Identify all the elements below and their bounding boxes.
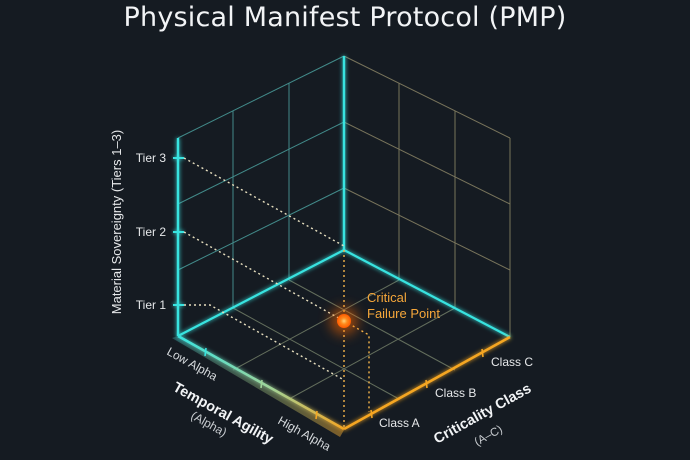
left-axis-ticks [204, 347, 318, 420]
vertical-axis-title: Material Sovereignty (Tiers 1–3) [109, 130, 124, 314]
vertical-axis [176, 56, 346, 336]
critical-label-line1: Critical [367, 290, 407, 305]
criticality-class-subtitle: (A–C) [473, 423, 505, 448]
projection-lines [183, 157, 370, 428]
tier-ticks [173, 157, 184, 306]
floor-grid [232, 279, 456, 400]
right-axis-ticks [370, 348, 484, 419]
class-b-label: Class B [435, 386, 476, 400]
low-alpha-label: Low Alpha [165, 344, 221, 383]
left-axis-band [172, 336, 344, 437]
tier-3-label: Tier 3 [136, 151, 167, 165]
tier-2-label: Tier 2 [136, 225, 167, 239]
class-c-label: Class C [491, 355, 533, 369]
critical-failure-point [330, 307, 358, 335]
floor-back-edges [177, 249, 511, 338]
class-a-label: Class A [379, 416, 420, 430]
left-wall-grid [177, 55, 345, 308]
tier-1-label: Tier 1 [136, 298, 167, 312]
right-wall-grid [343, 55, 511, 337]
critical-label-line2: Failure Point [367, 306, 440, 321]
diagram-title: Physical Manifest Protocol (PMP) [123, 2, 567, 33]
